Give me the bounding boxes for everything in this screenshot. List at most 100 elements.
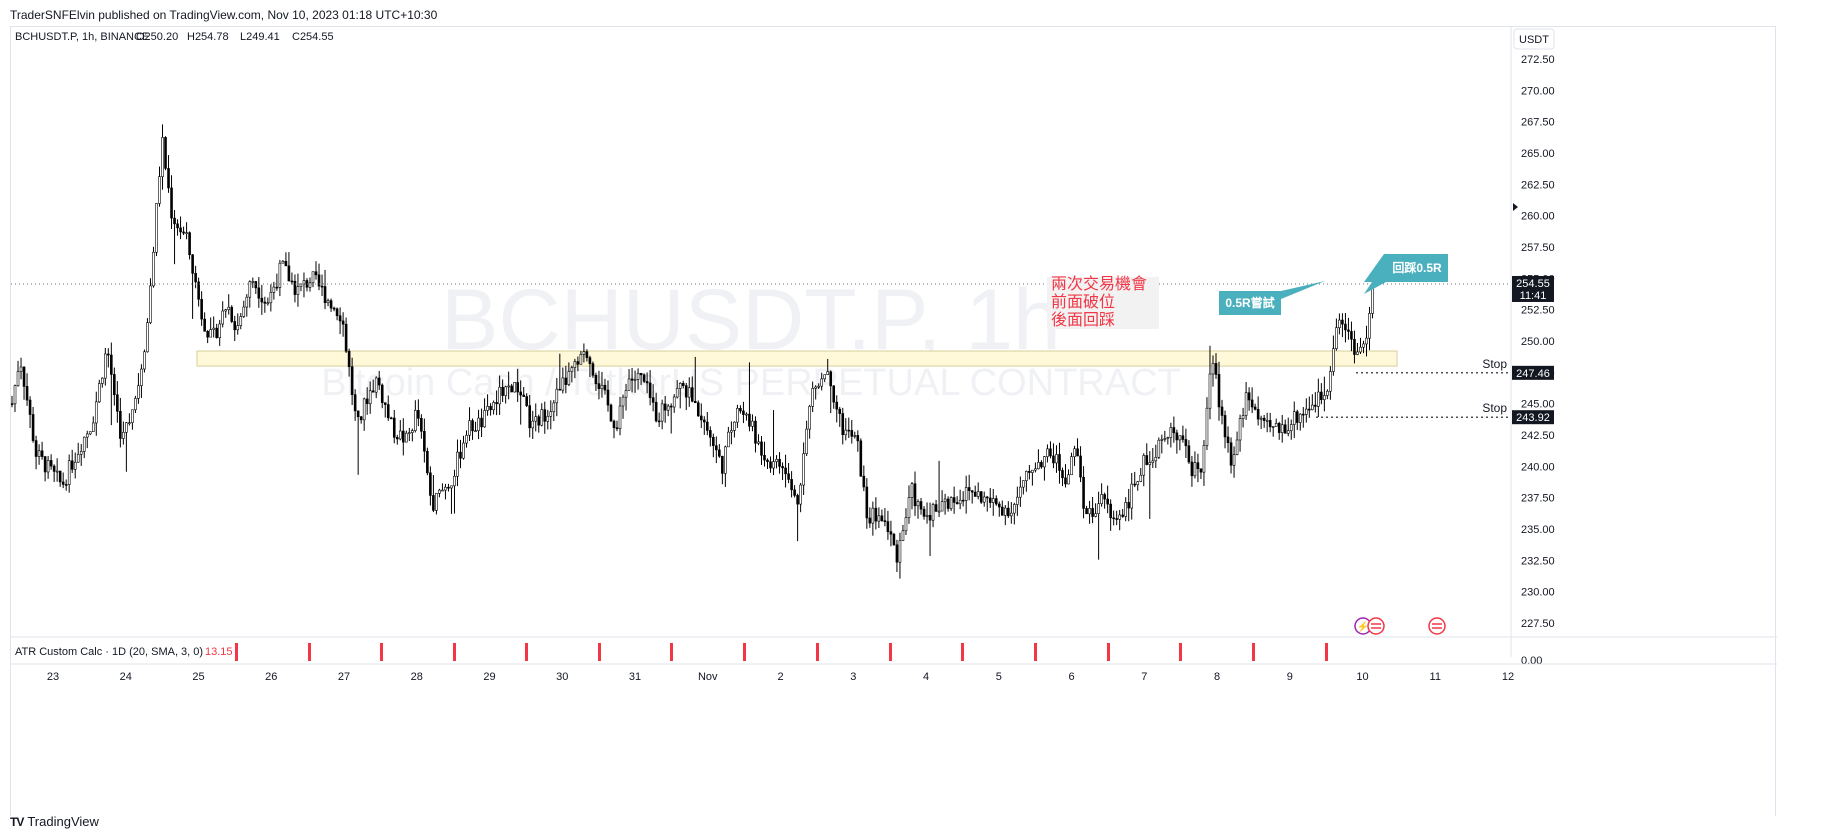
candle [1034,462,1037,473]
candle-body [1193,462,1197,477]
price-axis[interactable]: USDT 272.50 270.00 267.50 265.00 262.50 260.00… [1510,27,1555,657]
candle-body [1338,319,1341,329]
candle-body [408,432,411,434]
candle-body [519,391,522,396]
candle-body [447,486,450,489]
candle [296,273,300,307]
candle-body [365,398,369,405]
atr-marker [598,643,601,661]
candle [775,455,778,469]
candle-body [13,385,17,405]
candle-body [829,371,833,387]
candle-body [760,441,763,456]
candle-body [1314,404,1317,407]
candle-body [769,461,772,469]
candle-body [441,489,444,492]
candle-body [612,420,616,429]
candle-body [892,533,896,546]
candle-body [420,418,423,432]
candle-body [377,377,381,386]
candle [1235,431,1239,456]
candle-body [1097,503,1100,514]
candle [104,347,107,386]
atr-marker [525,643,528,661]
candle-body [1154,456,1158,462]
candle [49,454,53,470]
price-tick-label: 262.50 [1521,179,1555,191]
candle [1365,325,1368,357]
candle [787,463,790,484]
candle [1172,416,1176,443]
candle [1178,435,1182,451]
candle [203,312,206,332]
candle [510,383,513,393]
candle-body [1025,470,1028,481]
candle-body [877,515,881,522]
candle [657,412,661,427]
candle-body [444,486,447,491]
chart-pane[interactable]: BCHUSDT.P, 1h Bitcoin Cash / TetherUS PER… [10,26,1777,817]
candle [371,379,375,393]
candle-body [997,503,1001,508]
candle-body [1223,415,1227,438]
candle [1163,430,1167,442]
candle [1058,442,1061,484]
candle [110,342,113,426]
candle-body [970,490,974,493]
candle [952,486,956,514]
candle [368,381,372,414]
candle [1332,335,1335,376]
candle [997,501,1001,517]
candle-body [642,374,646,382]
candle [1241,407,1245,428]
candle [362,397,366,431]
candle [985,495,989,512]
candle-body [946,498,950,509]
candle [940,490,944,512]
atr-marker [380,643,383,661]
candle-body [398,430,402,440]
candle [1166,436,1170,445]
candle [290,272,294,285]
candle [793,485,796,498]
callout-right-text: 回踩0.5R [1392,261,1442,275]
candle-body [721,455,724,474]
candle-body [799,484,802,505]
candle [1226,426,1230,453]
candle [1350,321,1353,352]
candle [561,367,565,394]
candle [52,464,56,482]
candle [1283,419,1287,434]
candle-body [1250,399,1254,408]
candle [1292,401,1296,438]
candle [1076,438,1079,457]
candle [107,348,110,368]
candle [1184,428,1188,459]
candle-body [943,498,947,503]
candle [417,399,420,427]
candle [838,406,842,427]
candle [982,491,986,507]
candle-body [31,414,35,441]
price-tick-label: 237.50 [1521,493,1555,505]
candle [1338,313,1341,335]
candle [600,371,604,398]
candle-body [251,281,255,283]
candle-body [176,223,179,229]
candle-body [925,515,929,517]
candle-body [886,521,890,532]
candle [868,507,872,528]
candle-body [898,540,902,563]
time-axis[interactable]: 23 24 25 26 27 28 29 30 31 Nov 2 3 4 5 6 7 8 9 10 11 12 [11,663,1777,683]
candle-body [910,483,914,498]
candle-body [576,361,580,365]
candle-body [787,473,790,480]
candle [179,216,182,240]
candle [621,394,625,419]
candle-body [453,475,456,487]
candle-body [1076,448,1079,457]
candle-body [1058,454,1061,471]
candle [209,317,212,338]
candle [651,384,655,412]
